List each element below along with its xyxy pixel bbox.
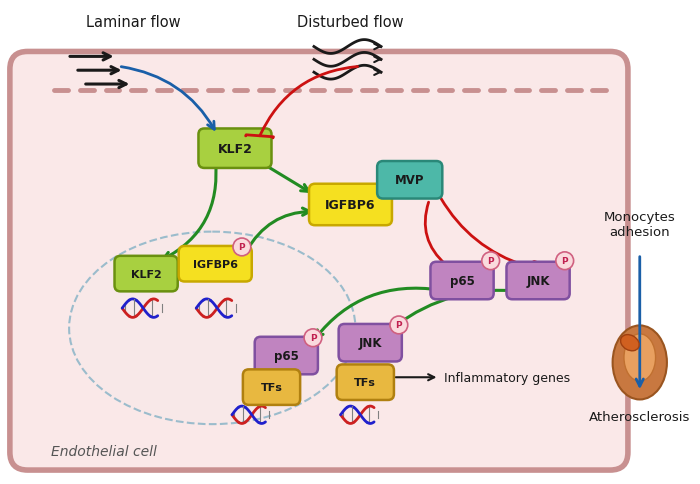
Text: P: P [309,333,316,343]
Text: JNK: JNK [526,274,550,287]
Ellipse shape [624,334,656,381]
Ellipse shape [612,326,667,400]
Circle shape [482,252,500,270]
Text: TFs: TFs [354,378,376,387]
FancyBboxPatch shape [377,162,442,199]
Text: KLF2: KLF2 [131,269,162,279]
Text: p65: p65 [274,349,299,363]
Text: Laminar flow: Laminar flow [86,15,181,30]
FancyBboxPatch shape [507,262,570,300]
Text: Endothelial cell: Endothelial cell [50,444,157,458]
Text: TFs: TFs [260,382,282,393]
FancyBboxPatch shape [115,257,178,292]
Text: p65: p65 [449,274,475,287]
Circle shape [304,329,322,347]
Text: P: P [561,257,568,266]
FancyBboxPatch shape [10,52,628,470]
Text: P: P [395,321,402,330]
Text: MVP: MVP [395,174,424,187]
FancyBboxPatch shape [430,262,494,300]
Circle shape [556,252,573,270]
FancyBboxPatch shape [255,337,318,375]
Ellipse shape [69,232,356,424]
Circle shape [390,317,408,334]
FancyBboxPatch shape [309,184,392,226]
Text: Monocytes
adhesion: Monocytes adhesion [604,211,676,239]
Circle shape [233,239,251,257]
Text: IGFBP6: IGFBP6 [193,259,238,269]
Text: JNK: JNK [358,336,382,349]
Text: Atherosclerosis: Atherosclerosis [589,410,690,424]
FancyBboxPatch shape [198,129,272,168]
FancyBboxPatch shape [243,370,300,405]
Text: Disturbed flow: Disturbed flow [298,15,404,30]
FancyBboxPatch shape [339,324,402,362]
Text: Inflammatory genes: Inflammatory genes [444,371,570,384]
Text: P: P [487,257,494,266]
Text: KLF2: KLF2 [218,142,253,155]
FancyBboxPatch shape [337,364,394,400]
Text: IGFBP6: IGFBP6 [326,198,376,212]
FancyBboxPatch shape [178,246,252,282]
Text: P: P [239,243,245,252]
Ellipse shape [621,335,639,351]
